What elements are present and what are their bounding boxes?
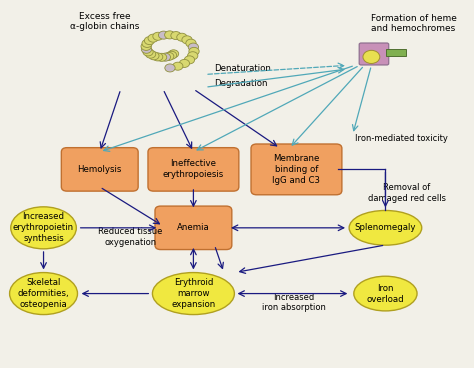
Text: Iron-mediated toxicity: Iron-mediated toxicity (355, 134, 448, 143)
Text: Excess free
α-globin chains: Excess free α-globin chains (70, 12, 139, 31)
Text: Degradation: Degradation (215, 79, 268, 88)
Circle shape (149, 52, 159, 60)
Circle shape (189, 47, 199, 56)
Text: Hemolysis: Hemolysis (78, 165, 122, 174)
Circle shape (143, 48, 153, 56)
Circle shape (145, 36, 155, 45)
FancyBboxPatch shape (359, 43, 389, 65)
Circle shape (142, 39, 152, 47)
FancyBboxPatch shape (251, 144, 342, 195)
Circle shape (177, 33, 187, 41)
Text: Membrane
binding of
IgG and C3: Membrane binding of IgG and C3 (273, 154, 320, 185)
Text: Denaturation: Denaturation (215, 64, 271, 74)
Text: Erythroid
marrow
expansion: Erythroid marrow expansion (171, 278, 216, 309)
Circle shape (153, 32, 163, 40)
Ellipse shape (153, 273, 234, 315)
Circle shape (168, 50, 179, 58)
Text: Splenomegaly: Splenomegaly (355, 223, 416, 232)
Circle shape (188, 43, 199, 51)
Circle shape (188, 52, 198, 60)
Text: Iron
overload: Iron overload (366, 283, 404, 304)
Text: Anemia: Anemia (177, 223, 210, 232)
Ellipse shape (11, 207, 76, 249)
Circle shape (148, 34, 158, 42)
Text: Formation of heme
and hemochromes: Formation of heme and hemochromes (371, 14, 456, 33)
Circle shape (165, 64, 175, 72)
Circle shape (363, 50, 380, 63)
Circle shape (160, 53, 171, 61)
Text: Increased
erythropoietin
synthesis: Increased erythropoietin synthesis (13, 212, 74, 243)
Circle shape (186, 39, 196, 47)
Circle shape (153, 53, 163, 61)
Bar (386, 49, 406, 56)
Text: Removal of
damaged red cells: Removal of damaged red cells (367, 183, 446, 203)
Ellipse shape (9, 273, 77, 315)
FancyBboxPatch shape (155, 206, 232, 250)
Text: Skeletal
deformities,
osteopenia: Skeletal deformities, osteopenia (18, 278, 69, 309)
Circle shape (164, 52, 174, 60)
Text: Increased
iron absorption: Increased iron absorption (262, 293, 326, 312)
Text: Reduced tissue
oxygenation: Reduced tissue oxygenation (98, 227, 163, 247)
Ellipse shape (349, 210, 422, 245)
Circle shape (141, 45, 152, 53)
Circle shape (164, 31, 175, 39)
Circle shape (173, 62, 183, 70)
Circle shape (166, 51, 177, 59)
Circle shape (141, 42, 151, 50)
FancyBboxPatch shape (61, 148, 138, 191)
Circle shape (184, 56, 195, 64)
FancyBboxPatch shape (148, 148, 239, 191)
Circle shape (182, 36, 192, 44)
Ellipse shape (354, 276, 417, 311)
Text: Ineffective
erythropoiesis: Ineffective erythropoiesis (163, 159, 224, 180)
Circle shape (146, 50, 156, 58)
Circle shape (156, 53, 167, 61)
Circle shape (158, 31, 169, 39)
Circle shape (171, 32, 181, 40)
Circle shape (179, 59, 190, 67)
